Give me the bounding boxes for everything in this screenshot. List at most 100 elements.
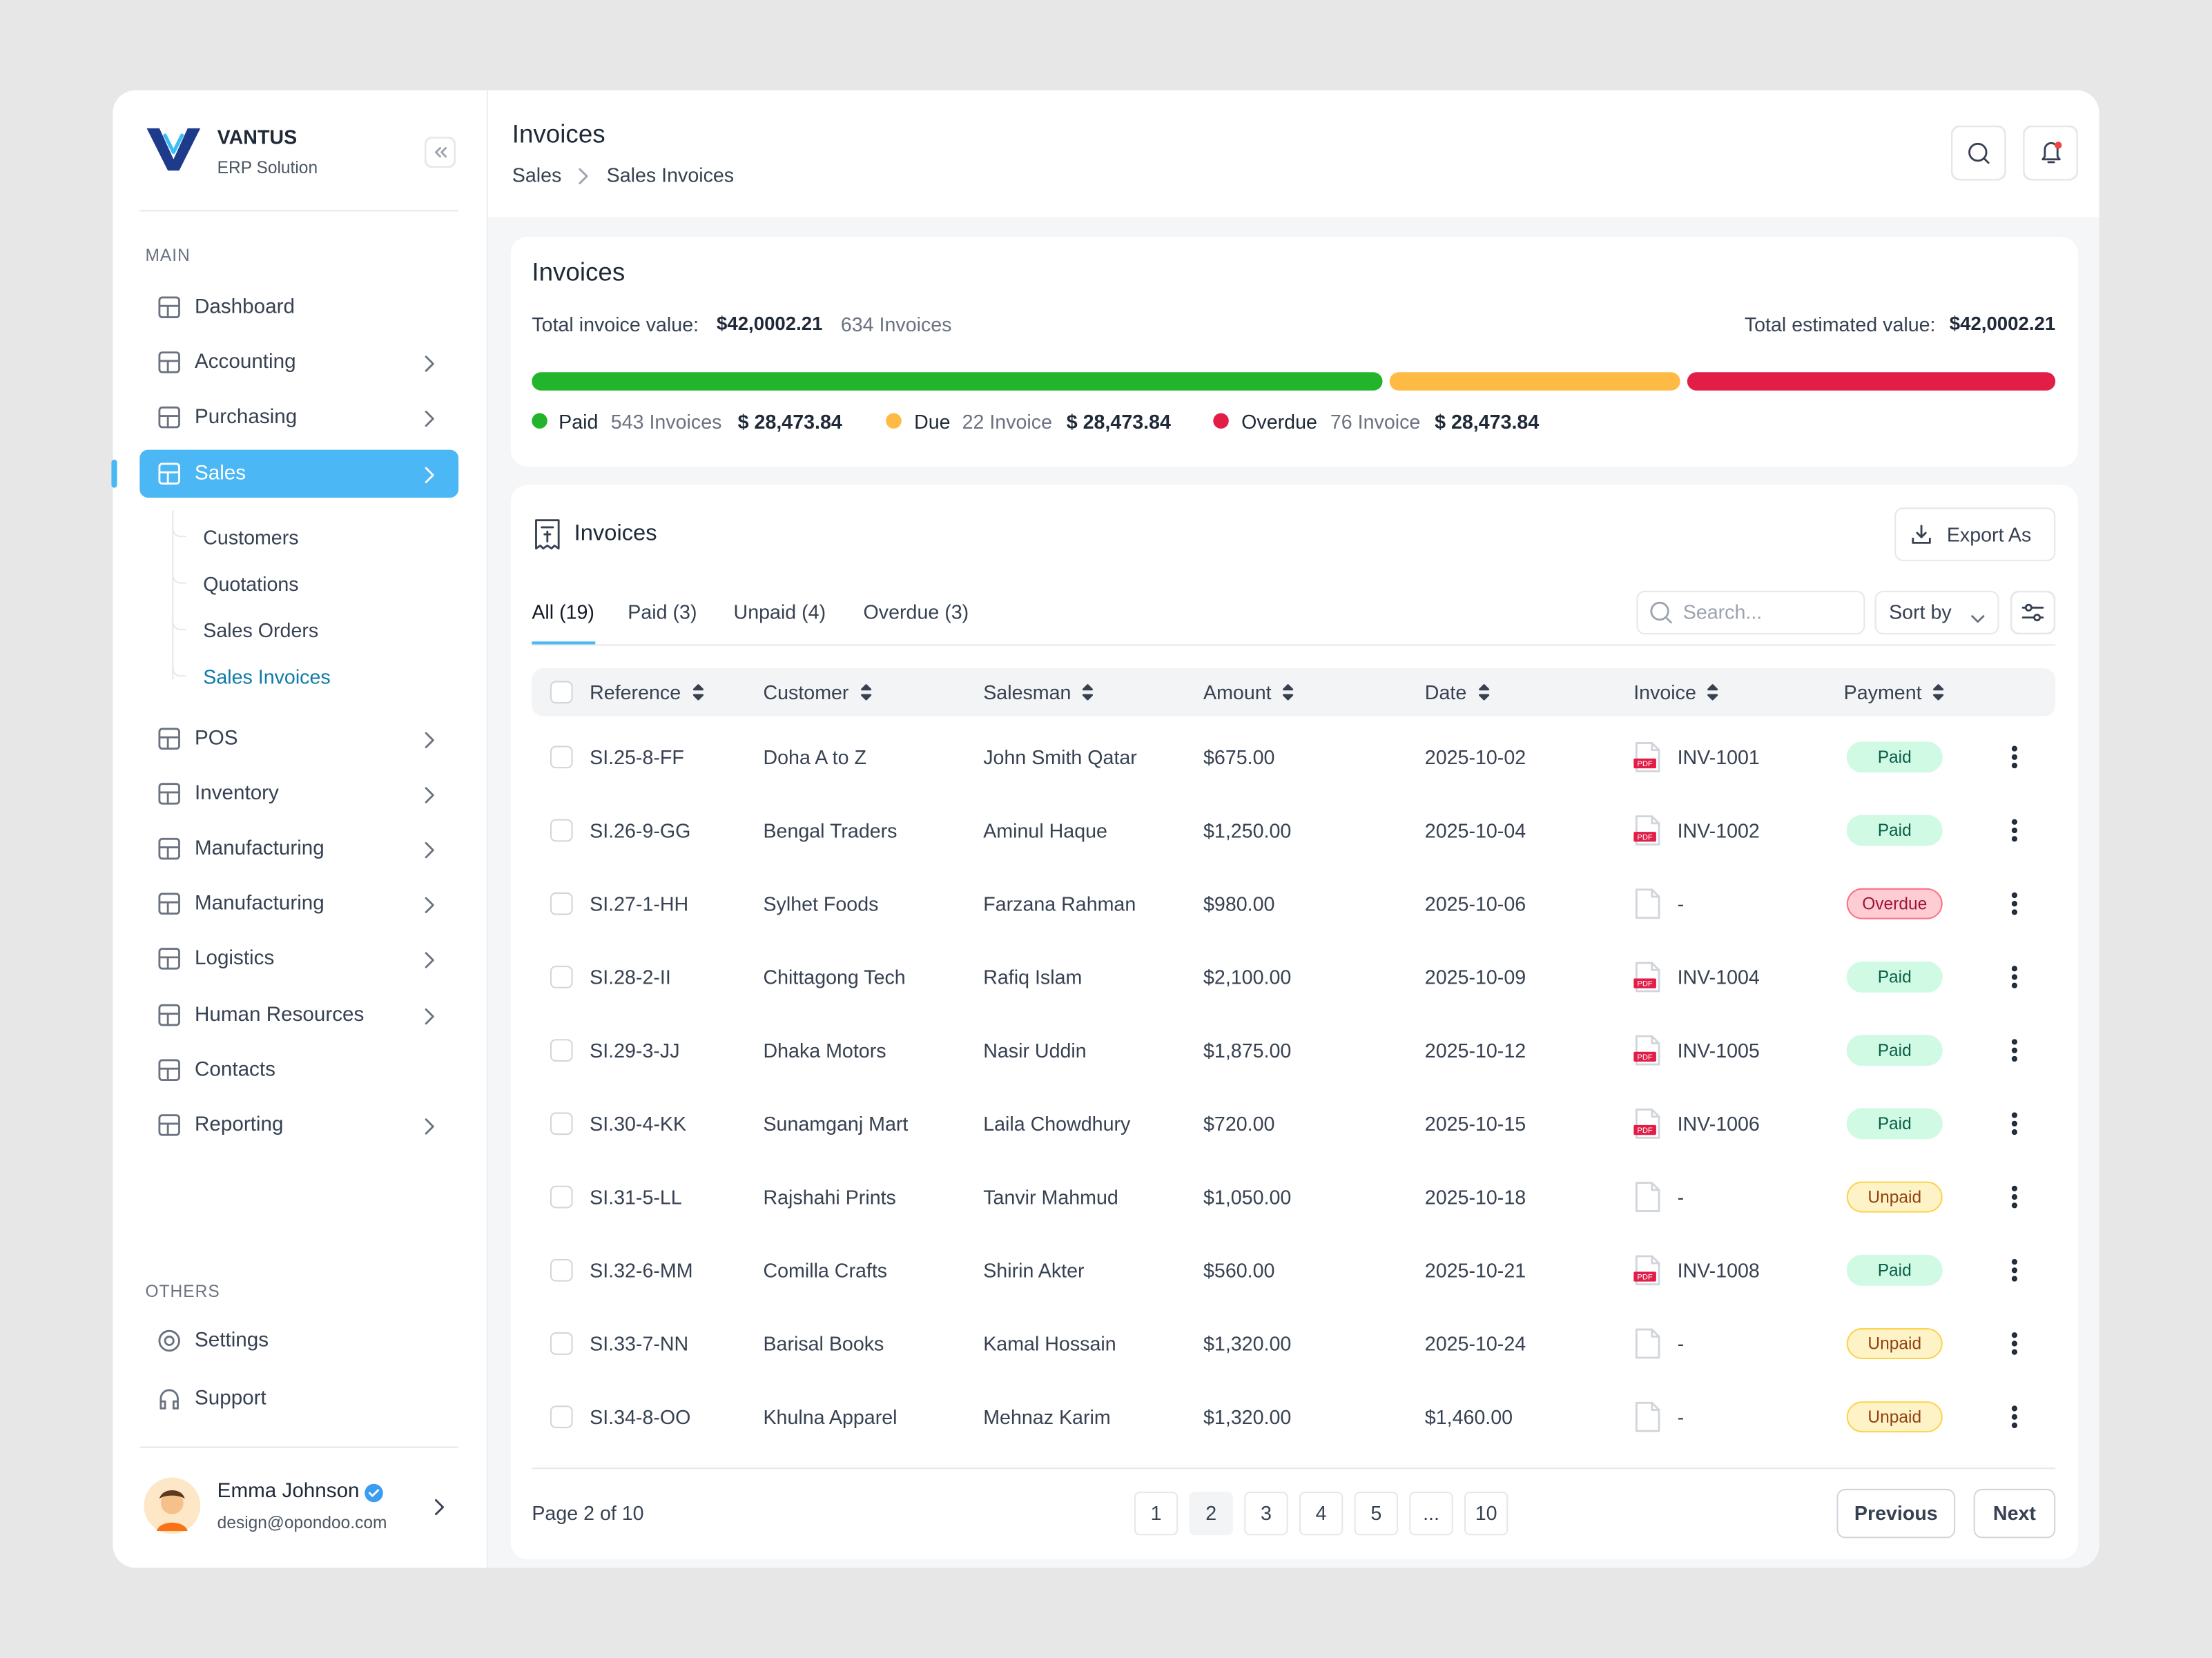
status-bar-segment [1687, 372, 2056, 391]
menu-item[interactable]: Manufacturing [194, 892, 324, 915]
page-number[interactable]: 5 [1370, 1501, 1382, 1524]
column-header[interactable]: Customer [763, 681, 849, 704]
menu-item[interactable]: Manufacturing [194, 837, 324, 860]
page-number[interactable]: ... [1423, 1501, 1439, 1524]
page-number[interactable]: 1 [1150, 1501, 1162, 1524]
checkbox[interactable] [550, 966, 573, 988]
checkbox[interactable] [550, 681, 573, 704]
page-number[interactable]: 2 [1205, 1501, 1217, 1524]
checkbox[interactable] [550, 1112, 573, 1135]
menu-icon[interactable] [157, 1113, 182, 1138]
column-header[interactable]: Salesman [983, 681, 1071, 704]
menu-icon[interactable] [157, 946, 182, 972]
menu-item[interactable]: Inventory [194, 782, 279, 806]
page-button[interactable] [1299, 1491, 1343, 1536]
next-button[interactable] [1973, 1488, 2056, 1539]
column-header[interactable]: Reference [590, 681, 681, 704]
page-button[interactable] [1134, 1491, 1178, 1536]
column-header[interactable]: Date [1424, 681, 1467, 704]
tab[interactable]: Overdue (3) [863, 601, 969, 623]
checkbox[interactable] [550, 1039, 573, 1062]
row-menu[interactable] [2009, 745, 2020, 769]
cell: John Smith Qatar [983, 745, 1137, 769]
menu-icon[interactable] [157, 1328, 182, 1354]
checkbox[interactable] [550, 892, 573, 915]
row-menu[interactable] [2009, 819, 2020, 842]
row-menu[interactable] [2009, 1405, 2020, 1429]
menu-item[interactable]: Logistics [194, 947, 275, 971]
menu-icon[interactable] [157, 461, 182, 487]
row-menu[interactable] [2009, 1185, 2020, 1209]
next-label[interactable]: Next [1992, 1501, 2036, 1524]
checkbox[interactable] [550, 1185, 573, 1209]
checkbox[interactable] [550, 1405, 573, 1429]
notification-button[interactable] [2022, 125, 2079, 181]
menu-item[interactable]: Reporting [194, 1113, 284, 1137]
menu-icon[interactable] [157, 891, 182, 917]
submenu-item[interactable]: Sales Invoices [203, 665, 331, 688]
page-button[interactable] [1409, 1491, 1453, 1536]
submenu-item[interactable]: Sales Orders [203, 618, 319, 642]
menu-icon[interactable] [157, 726, 182, 752]
chevron-icon [423, 840, 434, 859]
menu-item[interactable]: Sales [194, 462, 246, 485]
tab[interactable]: Paid (3) [628, 601, 697, 623]
menu-item[interactable]: Dashboard [194, 295, 295, 319]
menu-item[interactable]: Support [194, 1387, 266, 1410]
collapse-button[interactable] [424, 136, 456, 168]
menu-item[interactable]: Human Resources [194, 1004, 365, 1026]
cell: SI.25-8-FF [590, 745, 684, 769]
menu-item[interactable]: Purchasing [194, 406, 298, 429]
tab[interactable]: Unpaid (4) [733, 601, 826, 623]
checkbox[interactable] [550, 1258, 573, 1282]
sort-button[interactable] [1874, 590, 1999, 635]
menu-item-active[interactable] [139, 449, 459, 498]
previous-label[interactable]: Previous [1854, 1501, 1938, 1524]
export-button[interactable] [1894, 507, 2056, 561]
checkbox[interactable] [550, 1332, 573, 1355]
page-number[interactable]: 3 [1260, 1501, 1272, 1524]
legend-amount: $ 28,473.84 [1066, 410, 1171, 433]
row-menu[interactable] [2009, 1258, 2020, 1282]
page-number[interactable]: 4 [1315, 1501, 1327, 1524]
column-header[interactable]: Amount [1203, 681, 1272, 704]
page-button[interactable] [1189, 1491, 1233, 1536]
sort-label[interactable]: Sort by [1889, 601, 1952, 623]
menu-icon[interactable] [157, 295, 182, 320]
search-button[interactable] [1950, 125, 2007, 181]
breadcrumb-item[interactable]: Sales [512, 163, 562, 186]
status-label: Unpaid [1867, 1334, 1922, 1354]
menu-icon[interactable] [157, 781, 182, 807]
page-button[interactable] [1464, 1491, 1508, 1536]
menu-item[interactable]: Settings [194, 1329, 269, 1352]
menu-icon[interactable] [157, 836, 182, 861]
export-label[interactable]: Export As [1946, 523, 2032, 546]
menu-icon[interactable] [157, 1002, 182, 1028]
menu-icon[interactable] [157, 350, 182, 376]
row-menu[interactable] [2009, 1112, 2020, 1135]
menu-item[interactable]: Accounting [194, 351, 296, 374]
page-button[interactable] [1354, 1491, 1398, 1536]
menu-icon[interactable] [157, 404, 182, 430]
row-menu[interactable] [2009, 1332, 2020, 1355]
menu-icon[interactable] [157, 1386, 182, 1412]
filter-button[interactable] [2010, 590, 2056, 635]
previous-button[interactable] [1836, 1488, 1956, 1539]
search-box[interactable] [1636, 590, 1865, 635]
page-number[interactable]: 10 [1475, 1501, 1497, 1524]
page-button[interactable] [1244, 1491, 1288, 1536]
cell: $1,250.00 [1203, 819, 1292, 842]
row-menu[interactable] [2009, 1039, 2020, 1062]
tab[interactable]: All (19) [532, 601, 594, 623]
checkbox[interactable] [550, 819, 573, 842]
menu-item[interactable]: Contacts [194, 1058, 275, 1082]
menu-icon[interactable] [157, 1057, 182, 1083]
column-header[interactable]: Payment [1843, 681, 1922, 704]
submenu-item[interactable]: Quotations [203, 572, 299, 595]
row-menu[interactable] [2009, 892, 2020, 915]
row-menu[interactable] [2009, 966, 2020, 988]
menu-item[interactable]: POS [194, 727, 238, 750]
submenu-item[interactable]: Customers [203, 525, 299, 549]
column-header[interactable]: Invoice [1633, 681, 1696, 704]
checkbox[interactable] [550, 745, 573, 769]
